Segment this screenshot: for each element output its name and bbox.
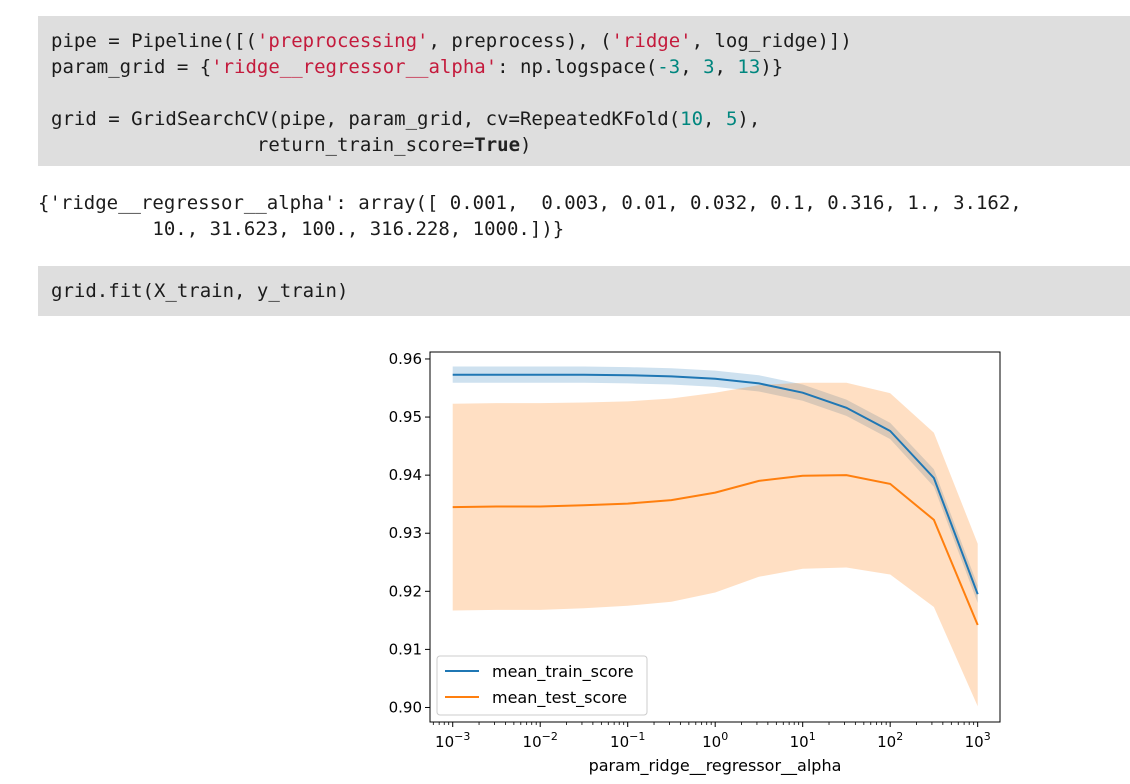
y-tick-label: 0.94 (389, 466, 422, 484)
y-tick-label: 0.96 (389, 350, 422, 368)
legend-label-train: mean_train_score (492, 662, 634, 682)
y-tick-label: 0.93 (389, 524, 422, 542)
x-tick-label: 100 (702, 730, 728, 751)
legend-label-test: mean_test_score (492, 688, 627, 708)
code-blank-line (51, 80, 1130, 106)
code-line: grid = GridSearchCV(pipe, param_grid, cv… (51, 108, 761, 130)
x-tick-label: 10−1 (610, 730, 645, 751)
output-line: {'ridge__regressor__alpha': array([ 0.00… (38, 192, 1022, 214)
code-cell-grid-fit[interactable]: grid.fit(X_train, y_train) (38, 266, 1130, 316)
y-tick-label: 0.92 (389, 582, 422, 600)
series-line-0 (452, 373, 979, 595)
legend-box (436, 655, 648, 716)
code-line: return_train_score=True) (51, 134, 532, 156)
code-line: grid.fit(X_train, y_train) (51, 280, 349, 302)
code-cell-grid-search[interactable]: pipe = Pipeline([('preprocessing', prepr… (38, 16, 1130, 166)
output-line: 10., 31.623, 100., 316.228, 1000.])} (38, 218, 565, 240)
x-axis-label: param_ridge__regressor__alpha (589, 756, 842, 776)
y-tick-label: 0.91 (389, 640, 422, 658)
y-tick-label: 0.90 (389, 698, 422, 716)
x-tick-label: 10−3 (435, 730, 470, 751)
y-tick-label: 0.95 (389, 408, 422, 426)
x-tick-label: 10−2 (523, 730, 558, 751)
x-tick-label: 103 (965, 730, 991, 751)
x-tick-label: 101 (790, 730, 816, 751)
score-vs-alpha-chart: 0.90 0.91 0.92 0.93 0.94 0.95 0.96 10−3 10−2 10−… (389, 350, 1001, 776)
x-tick-label: 102 (877, 730, 903, 751)
legend: mean_train_score mean_test_score (436, 655, 648, 716)
series-line-1 (452, 474, 979, 626)
code-line: param_grid = {'ridge__regressor__alpha':… (51, 56, 784, 78)
plot-output: 0.90 0.91 0.92 0.93 0.94 0.95 0.96 10−3 10−2 10−… (330, 334, 1050, 780)
code-line: pipe = Pipeline([('preprocessing', prepr… (51, 30, 852, 52)
std-band-series-1 (452, 382, 978, 707)
cell-output-param-grid: {'ridge__regressor__alpha': array([ 0.00… (38, 190, 1130, 242)
